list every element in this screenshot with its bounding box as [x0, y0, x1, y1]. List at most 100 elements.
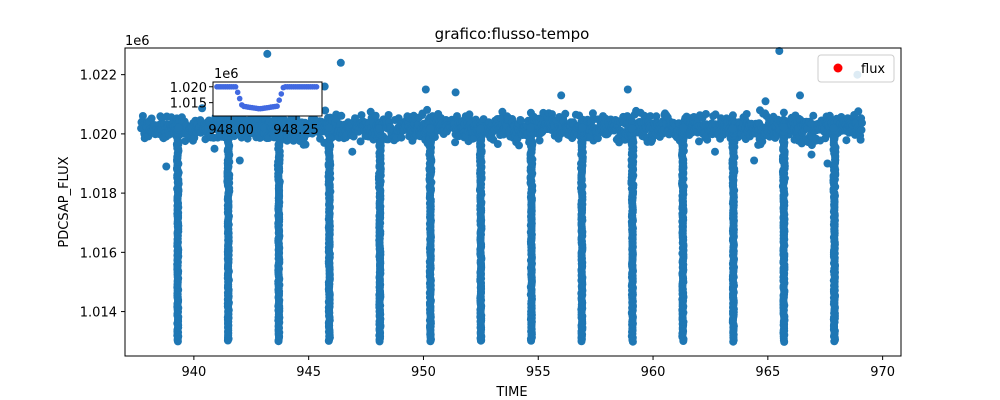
data-point	[652, 112, 661, 121]
data-point	[779, 123, 788, 132]
data-point	[829, 123, 838, 132]
data-point	[371, 111, 380, 120]
data-point	[451, 138, 460, 147]
data-point	[147, 114, 156, 123]
x-tick-label: 940	[181, 365, 206, 380]
y-scale-label: 1e6	[125, 34, 150, 49]
data-point	[701, 110, 710, 118]
x-tick-label: 970	[870, 365, 895, 380]
data-point	[263, 49, 272, 58]
data-point	[535, 136, 544, 145]
y-axis-label: PDCSAP_FLUX	[57, 156, 72, 247]
inset-data-point	[232, 84, 239, 90]
legend-label: flux	[861, 62, 885, 77]
data-point	[842, 136, 851, 145]
data-point	[742, 110, 751, 118]
data-point	[337, 111, 346, 120]
x-tick-label: 955	[526, 365, 551, 380]
y-tick-label: 1.016	[80, 246, 117, 261]
x-axis-label: TIME	[495, 385, 527, 400]
data-point	[823, 159, 832, 168]
data-point	[711, 147, 719, 156]
data-point	[623, 85, 632, 94]
x-tick-label: 960	[641, 365, 666, 380]
x-tick-label: 950	[411, 365, 436, 380]
data-point	[324, 123, 333, 132]
inset-y-tick-label: 1.020	[170, 81, 207, 96]
data-point	[321, 106, 330, 115]
data-point	[453, 112, 461, 121]
inset-data-point	[274, 103, 280, 109]
data-point	[138, 112, 147, 120]
data-point	[375, 124, 383, 133]
data-point	[856, 135, 865, 144]
y-tick-label: 1.020	[80, 128, 117, 143]
inset-x-tick-label: 948.00	[208, 123, 254, 138]
data-point	[561, 109, 570, 118]
data-point	[526, 123, 535, 132]
data-point	[349, 132, 358, 141]
data-point	[796, 91, 804, 100]
data-point	[301, 140, 310, 149]
data-point	[807, 150, 816, 159]
x-tick-label: 965	[755, 365, 780, 380]
data-point	[348, 147, 357, 156]
data-point	[750, 156, 759, 165]
data-point	[397, 133, 406, 142]
data-point	[384, 111, 393, 119]
y-tick-label: 1.014	[80, 306, 117, 321]
data-point	[703, 135, 712, 144]
x-tick-label: 945	[296, 365, 321, 380]
data-point	[761, 97, 770, 106]
data-point	[515, 141, 523, 150]
data-point	[423, 105, 432, 114]
data-point	[758, 137, 767, 146]
data-point	[493, 140, 502, 148]
data-point	[516, 116, 525, 125]
data-point	[858, 118, 866, 127]
data-point	[235, 156, 244, 165]
y-tick-label: 1.022	[80, 69, 117, 84]
data-point	[451, 88, 460, 97]
data-point	[728, 111, 737, 120]
legend-marker	[833, 63, 843, 73]
inset-data-point	[276, 97, 283, 103]
data-point	[857, 126, 866, 134]
data-point	[223, 123, 232, 132]
data-point	[640, 111, 649, 120]
data-point	[679, 123, 688, 132]
data-point	[465, 110, 474, 119]
data-point	[578, 123, 587, 132]
data-point	[162, 162, 171, 171]
data-point	[336, 58, 345, 67]
chart-title: grafico:flusso-tempo	[435, 25, 590, 43]
data-point	[779, 108, 788, 117]
inset-data-point	[278, 91, 285, 97]
main-data-points	[137, 47, 866, 346]
data-point	[854, 107, 863, 116]
data-point	[356, 137, 365, 146]
data-point	[557, 91, 566, 100]
inset-data-point	[313, 84, 320, 90]
y-tick-label: 1.018	[80, 187, 117, 202]
data-point	[809, 111, 818, 120]
data-point	[646, 112, 655, 121]
data-point	[210, 144, 219, 153]
data-point	[198, 104, 207, 113]
data-point	[275, 123, 283, 132]
legend: flux	[817, 54, 895, 83]
data-point	[426, 124, 435, 133]
inset-y-tick-label: 1.015	[170, 97, 207, 112]
data-point	[357, 111, 366, 120]
data-point	[628, 124, 637, 133]
data-point	[476, 124, 485, 133]
inset-x-tick-label: 948.25	[273, 123, 319, 138]
data-point	[174, 123, 183, 132]
data-point	[728, 124, 737, 133]
inset-data-point	[234, 89, 241, 96]
data-point	[695, 137, 703, 146]
inset-data-point	[236, 95, 243, 102]
data-point	[821, 134, 830, 143]
